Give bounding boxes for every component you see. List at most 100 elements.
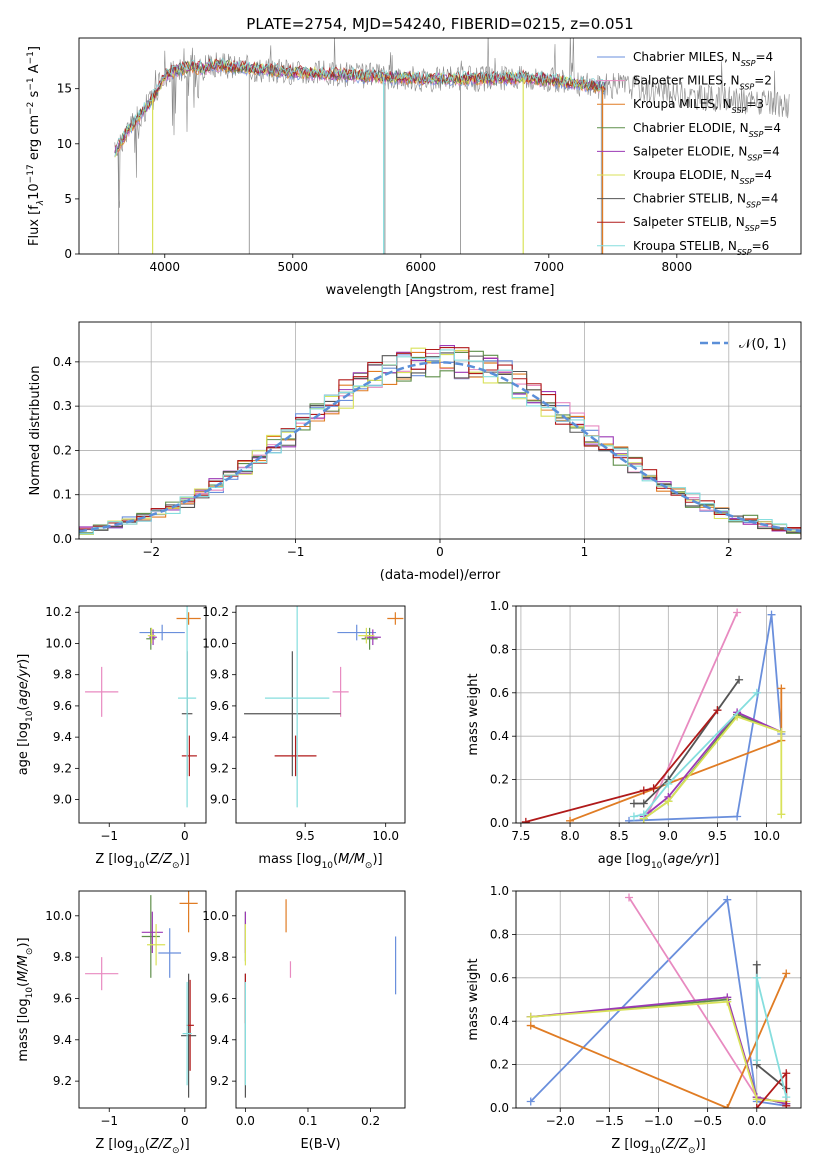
model-spectrum bbox=[114, 58, 606, 156]
legend-label: Kroupa ELODIE, NSSP=4 bbox=[633, 168, 772, 186]
y-tick-label: 0.2 bbox=[53, 443, 72, 457]
weight-line bbox=[530, 897, 787, 1107]
legend-label: Chabrier STELIB, NSSP=4 bbox=[633, 192, 778, 210]
weight-marker bbox=[629, 812, 638, 821]
weight-marker bbox=[664, 779, 673, 788]
age-vs-metallicity-panel: −1 0 9.0 9.2 9.4 9.6 9.8 10.0 10.2 Z [log10(Z/Z⊙)… bbox=[16, 605, 207, 871]
axes-frame bbox=[78, 321, 802, 540]
weight-marker bbox=[526, 1097, 535, 1106]
x-tick-label: −0.5 bbox=[693, 1114, 722, 1128]
y-tick-label: 1.0 bbox=[490, 599, 509, 613]
weight-line bbox=[530, 1000, 787, 1103]
y-tick-label: 10.0 bbox=[202, 909, 229, 923]
weight-marker bbox=[664, 797, 673, 806]
weight-line bbox=[633, 679, 740, 805]
weight-line bbox=[628, 897, 758, 1098]
y-tick-label: 0.0 bbox=[490, 816, 509, 830]
weight-marker bbox=[777, 810, 786, 819]
y-tick-label: 0.8 bbox=[490, 927, 509, 941]
y-tick-label: 0.2 bbox=[490, 1058, 509, 1072]
weight-marker bbox=[723, 895, 732, 904]
x-tick-label: −1.0 bbox=[644, 1114, 673, 1128]
y-tick-label: 9.8 bbox=[210, 950, 229, 964]
weight-lines bbox=[526, 893, 791, 1108]
mass-weight-vs-age-panel: 7.5 8.0 8.5 9.0 9.5 10.0 0.0 0.2 0.4 0.6 0.8 1.0 age… bbox=[466, 599, 802, 871]
spectrum-panel: 4000 5000 6000 7000 8000 0 5 10 15 Chabrier MILES… bbox=[26, 37, 802, 298]
y-axis-label: mass weight bbox=[466, 673, 481, 755]
legend-label: Salpeter MILES, NSSP=2 bbox=[633, 74, 772, 92]
axes-frame bbox=[78, 37, 802, 255]
x-tick-label: −1.5 bbox=[595, 1114, 624, 1128]
normal-curve bbox=[79, 361, 801, 533]
weight-marker bbox=[782, 969, 791, 978]
y-tick-label: 9.2 bbox=[210, 1074, 229, 1088]
y-tick-label: 0.8 bbox=[490, 642, 509, 656]
y-tick-label: 0.4 bbox=[490, 1014, 509, 1028]
axes-frame bbox=[515, 890, 802, 1109]
weight-marker bbox=[777, 684, 786, 693]
weight-marker bbox=[639, 786, 648, 795]
y-tick-label: 0.4 bbox=[53, 355, 72, 369]
x-tick-label: 0 bbox=[181, 1114, 189, 1128]
y-axis-label: age [log10(age/yr)] bbox=[16, 654, 35, 776]
y-axis-label: mass [log10(M/M⊙)] bbox=[16, 937, 35, 1061]
legend-label: Chabrier MILES, NSSP=4 bbox=[633, 50, 773, 68]
legend-label: Salpeter ELODIE, NSSP=4 bbox=[633, 144, 780, 162]
x-tick-label: −2 bbox=[142, 545, 160, 559]
weight-marker bbox=[733, 812, 742, 821]
x-tick-label: 0.2 bbox=[361, 1114, 380, 1128]
weight-marker bbox=[713, 706, 722, 715]
weight-marker bbox=[526, 1012, 535, 1021]
weight-line bbox=[643, 715, 783, 820]
x-tick-label: 10.0 bbox=[753, 829, 780, 843]
x-tick-label: −1 bbox=[287, 545, 305, 559]
y-tick-label: 9.4 bbox=[210, 730, 229, 744]
weight-marker bbox=[782, 1069, 791, 1078]
mass-vs-metallicity-panel: −1 0 9.2 9.4 9.6 9.8 10.0 Z [log10(Z/Z⊙)] mass [… bbox=[16, 890, 207, 1156]
y-tick-label: 9.4 bbox=[210, 1033, 229, 1047]
weight-marker bbox=[521, 817, 530, 823]
y-tick-label: 10.0 bbox=[45, 909, 72, 923]
x-tick-label: 7000 bbox=[534, 260, 565, 274]
spectrum-lines bbox=[114, 38, 790, 254]
weight-marker bbox=[777, 727, 786, 736]
histograms bbox=[79, 344, 801, 537]
x-tick-label: 9.5 bbox=[296, 829, 315, 843]
y-tick-label: 9.8 bbox=[53, 950, 72, 964]
y-tick-label: 9.4 bbox=[53, 1033, 72, 1047]
axes-frame bbox=[78, 605, 207, 824]
y-tick-label: 10.2 bbox=[45, 605, 72, 619]
weight-line bbox=[647, 612, 738, 813]
error-bars bbox=[244, 899, 397, 1098]
weight-marker bbox=[723, 1104, 732, 1108]
weight-marker bbox=[782, 1101, 791, 1108]
weight-line bbox=[755, 977, 788, 1098]
model-spectrum bbox=[114, 58, 606, 147]
y-tick-label: 9.6 bbox=[210, 991, 229, 1005]
residual-histogram-panel: −2 −1 0 1 2 0.0 0.1 0.2 0.3 0.4 𝒩(0, 1) (data-model… bbox=[28, 321, 802, 583]
weight-line bbox=[525, 709, 719, 823]
histogram-step bbox=[79, 346, 801, 536]
y-axis-label: Normed distribution bbox=[28, 366, 43, 496]
error-bars bbox=[85, 891, 198, 1098]
y-axis-label: mass weight bbox=[466, 958, 481, 1040]
y-tick-label: 15 bbox=[57, 82, 72, 96]
y-tick-label: 5 bbox=[64, 192, 72, 206]
weight-marker bbox=[566, 816, 575, 823]
figure-title: PLATE=2754, MJD=54240, FIBERID=0215, z=0… bbox=[246, 15, 633, 33]
y-tick-label: 0.6 bbox=[490, 971, 509, 985]
y-tick-label: 0.4 bbox=[490, 729, 509, 743]
legend-label: Kroupa MILES, NSSP=3 bbox=[633, 97, 764, 115]
model-spectrum bbox=[114, 60, 606, 154]
weight-marker bbox=[752, 1095, 761, 1104]
age-vs-mass-panel: 9.5 10.0 9.0 9.2 9.4 9.6 9.8 10.0 10.2 mass [log1… bbox=[202, 605, 406, 871]
axes-frame bbox=[515, 605, 802, 824]
y-tick-label: 9.0 bbox=[53, 793, 72, 807]
x-tick-label: 9.0 bbox=[659, 829, 678, 843]
legend-label: Kroupa STELIB, NSSP=6 bbox=[633, 239, 769, 256]
y-tick-label: 9.6 bbox=[53, 699, 72, 713]
x-tick-label: 0.1 bbox=[298, 1114, 317, 1128]
x-tick-label: −1 bbox=[100, 1114, 118, 1128]
weight-marker bbox=[526, 1021, 535, 1030]
